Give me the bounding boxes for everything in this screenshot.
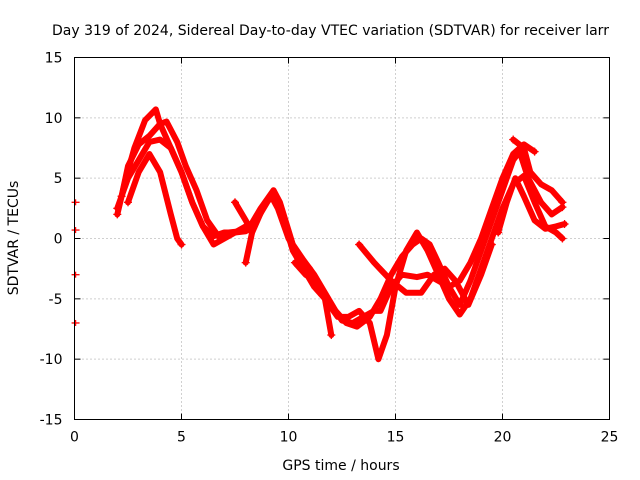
- x-tick-label: 25: [601, 430, 619, 446]
- y-tick-label: -10: [40, 352, 63, 368]
- x-tick-label: 5: [177, 430, 186, 446]
- y-tick-label: 10: [45, 111, 63, 127]
- x-tick-label: 15: [387, 430, 405, 446]
- series-pass-d: [125, 151, 185, 248]
- x-tick-label: 20: [494, 430, 512, 446]
- y-tick-label: 0: [54, 232, 63, 248]
- tick-layer: 0 5 10 15 20 25 -15 -10 -5 0 5 10 15: [40, 51, 619, 446]
- y-axis-label: SDTVAR / TECUs: [6, 181, 22, 296]
- series-pass-g: [356, 241, 495, 308]
- y-tick-label: 5: [54, 171, 63, 187]
- y-tick-label: 15: [45, 51, 63, 67]
- series-pass-c: [114, 136, 566, 363]
- series-pass-f: [291, 259, 335, 338]
- y-tick-label: -5: [49, 292, 63, 308]
- series-pass-h: [510, 136, 566, 206]
- series-pass-e: [232, 199, 256, 266]
- x-tick-label: 10: [280, 430, 298, 446]
- x-tick-label: 0: [70, 430, 79, 446]
- series-pass-i: [495, 175, 568, 236]
- chart-title: Day 319 of 2024, Sidereal Day-to-day VTE…: [52, 23, 609, 39]
- y-tick-label: -15: [40, 413, 63, 429]
- data-layer: [71, 106, 569, 363]
- x-axis-label: GPS time / hours: [282, 458, 399, 474]
